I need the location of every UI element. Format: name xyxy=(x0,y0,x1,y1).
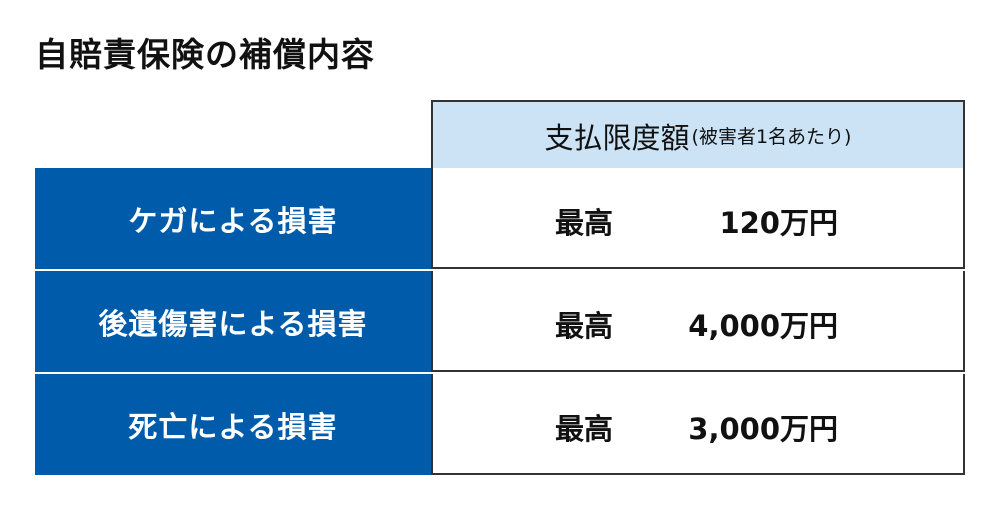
value-amount: 120万円 xyxy=(719,206,838,240)
table-row: 後遺傷害による損害 最高 4,000万円 xyxy=(35,271,965,372)
table-row: 死亡による損害 最高 3,000万円 xyxy=(35,374,965,475)
row-value: 最高 3,000万円 xyxy=(431,374,965,475)
row-label: ケガによる損害 xyxy=(35,168,431,269)
row-label: 死亡による損害 xyxy=(35,374,431,475)
row-value: 最高 4,000万円 xyxy=(431,271,965,372)
header-main: 支払限度額 xyxy=(544,120,690,155)
value-amount: 3,000万円 xyxy=(688,412,838,446)
value-prefix: 最高 xyxy=(555,412,614,446)
row-label: 後遺傷害による損害 xyxy=(35,271,431,372)
value-amount: 4,000万円 xyxy=(688,309,838,343)
column-header: 支払限度額 (被害者1名あたり) xyxy=(431,100,965,171)
table-row: ケガによる損害 最高 120万円 xyxy=(35,168,965,269)
row-value: 最高 120万円 xyxy=(431,168,965,269)
header-sub: (被害者1名あたり) xyxy=(691,126,852,148)
value-prefix: 最高 xyxy=(555,206,614,240)
value-prefix: 最高 xyxy=(555,309,614,343)
page-title: 自賠責保険の補償内容 xyxy=(35,35,375,74)
